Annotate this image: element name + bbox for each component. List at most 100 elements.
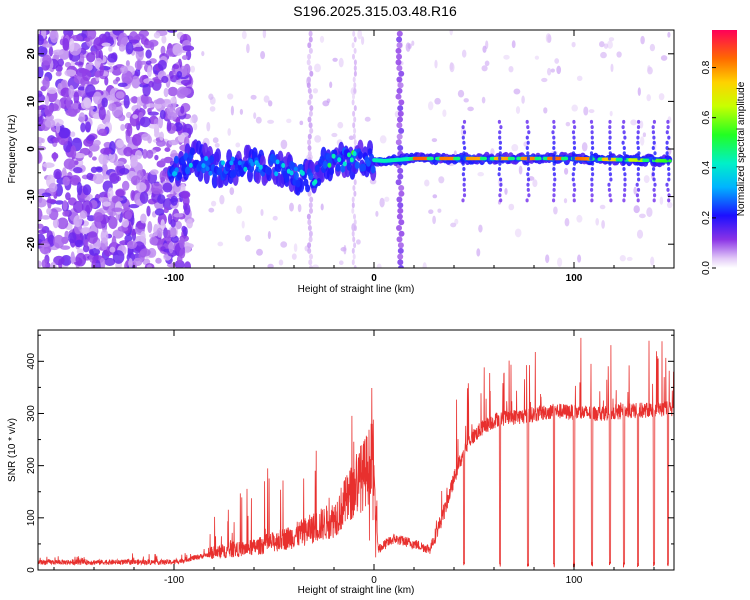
spectrogram-cell [172,43,183,56]
spectrogram-cell [72,102,79,110]
spectrogram-cell [666,125,670,130]
spectrogram-cell [145,103,156,108]
spectrogram-cell [461,125,465,130]
spectrogram-cell [38,34,44,46]
spectrogram-cell [329,167,335,176]
spectrogram-cell [338,57,344,68]
spectrogram-cell [94,70,101,78]
spectrogram-cell [667,135,671,140]
spectrogram-cell [327,162,332,168]
spectrogram-cell [422,262,427,268]
spectrogram-cell [428,101,434,111]
spectrogram-cell [38,66,44,79]
spectrogram-cell [76,182,83,196]
spectrogram-cell [237,160,242,166]
spectrogram-cell [352,122,356,129]
spectrogram-cell [352,93,355,100]
spectrogram-cell [174,259,185,268]
spectrogram-cell [118,44,126,52]
spectrogram-cell [189,147,195,156]
spectrogram-cell [463,146,467,150]
spectrogram-cell [166,229,172,239]
spectrogram-cell [62,167,67,178]
spectrogram-cell [258,164,263,170]
spectrogram-xlabel: Height of straight line (km) [298,284,415,295]
spectrogram-cell [353,139,357,146]
spectrogram-cell [308,122,313,129]
spectrogram-cell [239,167,245,176]
spectrogram-cell [398,219,405,226]
spectrogram-cell [379,197,385,208]
spectrogram-cell [211,174,218,189]
spectrogram-cell [104,257,116,266]
spectrogram-cell [497,119,501,124]
spectrogram-cell [293,171,299,180]
spectrogram-cell [608,135,612,140]
spectrogram-cell [176,255,183,263]
spectrogram-cell [307,242,312,249]
spectrogram-cell [93,139,101,147]
spectrogram-cell [609,110,613,117]
spectrogram-cell [649,43,656,52]
spectrogram-cell [353,242,357,249]
spectrogram-cell [163,207,169,214]
spectrogram-cell [397,167,404,174]
spectrogram-cell [636,229,644,239]
spectrogram-cell [353,82,357,89]
spectrogram-cell [74,61,84,66]
spectrogram-cell [527,167,531,171]
spectrogram-cell [38,109,42,118]
spectrogram-ylabel: Frequency (Hz) [7,115,18,184]
spectrogram-cell [467,106,474,112]
spectrogram-cell [83,37,91,42]
spectrogram-cell [300,170,305,176]
spectrogram-cell [130,96,139,104]
spectrogram-cell [53,234,65,249]
spectrogram-cell [52,137,60,143]
spectrogram-cell [607,182,611,187]
spectrogram-cell [571,177,575,182]
spectrogram-cell [397,105,404,112]
spectrogram-cell [633,205,640,214]
spectrogram-cell [525,198,529,203]
spectrogram-cell [353,59,357,66]
spectrogram-cell [98,197,110,202]
snr-ytick-label: 300 [26,405,37,422]
spectrogram-cell [176,71,183,78]
spectrogram-cell [462,130,467,135]
spectrogram-cell [603,43,609,49]
spectrogram-cell [90,166,98,173]
spectrogram-cell [590,125,594,130]
spectrogram-cell [164,147,171,152]
spectrogram-cell [352,30,356,37]
spectrogram-cell [44,119,56,128]
spectrogram-cell [180,105,185,114]
spectrogram-cell [82,184,92,196]
spectrogram-cell [85,84,96,97]
spectrogram-cell [281,163,286,168]
spectrogram-cell [119,167,130,175]
spectrogram-cell [508,203,515,211]
spectrogram-cell [608,172,613,177]
spectrogram-cell [572,161,577,166]
spectrogram-cell [525,146,529,150]
spectrogram-cell [308,30,313,37]
snr-xtick-label: 0 [371,575,377,586]
spectrogram-cell [55,122,61,134]
spectrogram-cell [46,207,52,215]
spectrogram-cell [231,169,237,178]
spectrogram-cell [572,182,576,187]
spectrogram-cell [189,117,194,124]
spectrogram-cell [60,87,71,98]
spectrogram-cell [428,209,434,215]
spectrogram-cell [289,170,294,176]
spectrogram-cell [121,180,130,191]
spectrogram-cell [227,93,234,100]
spectrogram-cell [395,47,402,54]
colorbar-tick-label: 0.4 [701,160,712,174]
spectrogram-cell [60,245,71,250]
spectrogram-cell [280,139,288,150]
spectrogram-cell [607,156,612,161]
spectrogram-cell [160,158,167,165]
spectrogram-cell [454,218,459,225]
